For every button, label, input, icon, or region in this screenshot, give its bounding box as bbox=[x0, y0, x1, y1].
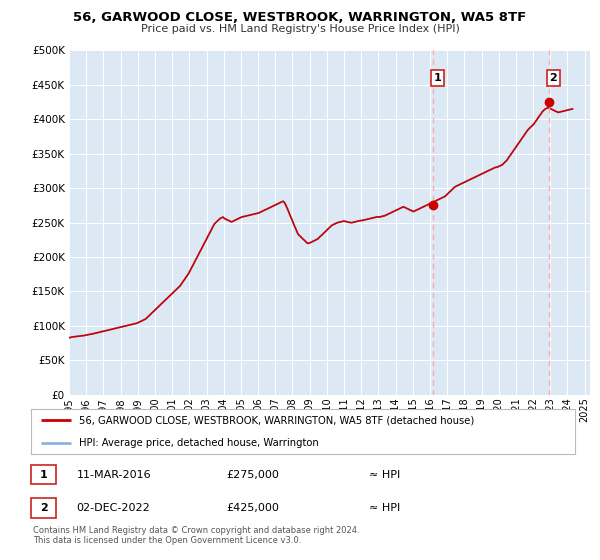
Text: 02-DEC-2022: 02-DEC-2022 bbox=[76, 503, 150, 513]
FancyBboxPatch shape bbox=[31, 465, 56, 484]
Text: 1: 1 bbox=[40, 470, 47, 480]
Text: HPI: Average price, detached house, Warrington: HPI: Average price, detached house, Warr… bbox=[79, 438, 319, 448]
Text: £275,000: £275,000 bbox=[227, 470, 280, 480]
Text: 11-MAR-2016: 11-MAR-2016 bbox=[76, 470, 151, 480]
Text: ≈ HPI: ≈ HPI bbox=[368, 503, 400, 513]
Text: 56, GARWOOD CLOSE, WESTBROOK, WARRINGTON, WA5 8TF: 56, GARWOOD CLOSE, WESTBROOK, WARRINGTON… bbox=[73, 11, 527, 24]
Text: Price paid vs. HM Land Registry's House Price Index (HPI): Price paid vs. HM Land Registry's House … bbox=[140, 24, 460, 34]
Text: 56, GARWOOD CLOSE, WESTBROOK, WARRINGTON, WA5 8TF (detached house): 56, GARWOOD CLOSE, WESTBROOK, WARRINGTON… bbox=[79, 416, 475, 426]
FancyBboxPatch shape bbox=[31, 498, 56, 518]
Text: £425,000: £425,000 bbox=[227, 503, 280, 513]
Text: Contains HM Land Registry data © Crown copyright and database right 2024.: Contains HM Land Registry data © Crown c… bbox=[33, 526, 359, 535]
Text: 1: 1 bbox=[434, 73, 442, 83]
FancyBboxPatch shape bbox=[31, 409, 575, 454]
Text: ≈ HPI: ≈ HPI bbox=[368, 470, 400, 480]
Text: 2: 2 bbox=[550, 73, 557, 83]
Text: 2: 2 bbox=[40, 503, 47, 513]
Text: This data is licensed under the Open Government Licence v3.0.: This data is licensed under the Open Gov… bbox=[33, 536, 301, 545]
